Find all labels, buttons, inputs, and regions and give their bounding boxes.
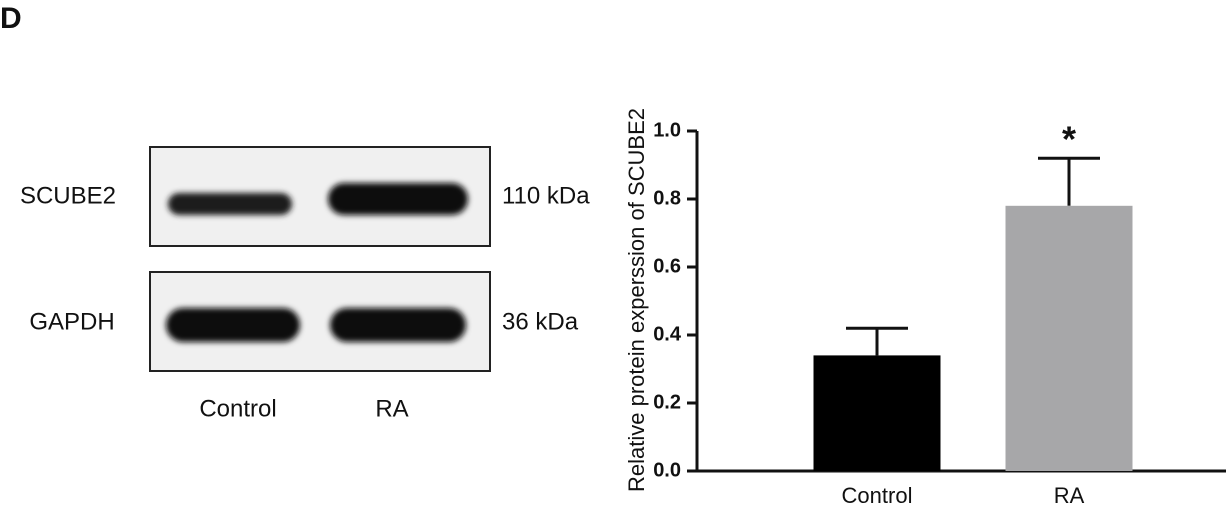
band	[330, 308, 466, 342]
y-tick-label: 0.8	[653, 187, 681, 209]
y-tick-label: 0.4	[653, 323, 682, 345]
blot-size: 36 kDa	[502, 308, 579, 335]
y-tick-label: 0.6	[653, 255, 681, 277]
y-tick-label: 1.0	[653, 119, 681, 141]
blot-row-label: GAPDH	[29, 308, 114, 335]
bar	[813, 355, 941, 471]
x-tick-label: RA	[1054, 483, 1085, 508]
y-axis-label: Relative protein experssion of SCUBE2	[624, 108, 649, 492]
band	[168, 193, 292, 215]
y-tick-label: 0.2	[653, 391, 681, 413]
blot-size: 110 kDa	[502, 182, 590, 209]
panel-label: D	[0, 2, 22, 35]
lane-label: RA	[375, 395, 408, 422]
bar	[1005, 205, 1133, 472]
x-tick-label: Control	[842, 483, 913, 508]
y-tick-label: 0.0	[653, 459, 681, 481]
band	[328, 183, 468, 215]
blot-row-label: SCUBE2	[20, 182, 116, 209]
lane-label: Control	[199, 395, 276, 422]
significance-mark: *	[1062, 119, 1076, 160]
band	[166, 308, 300, 342]
